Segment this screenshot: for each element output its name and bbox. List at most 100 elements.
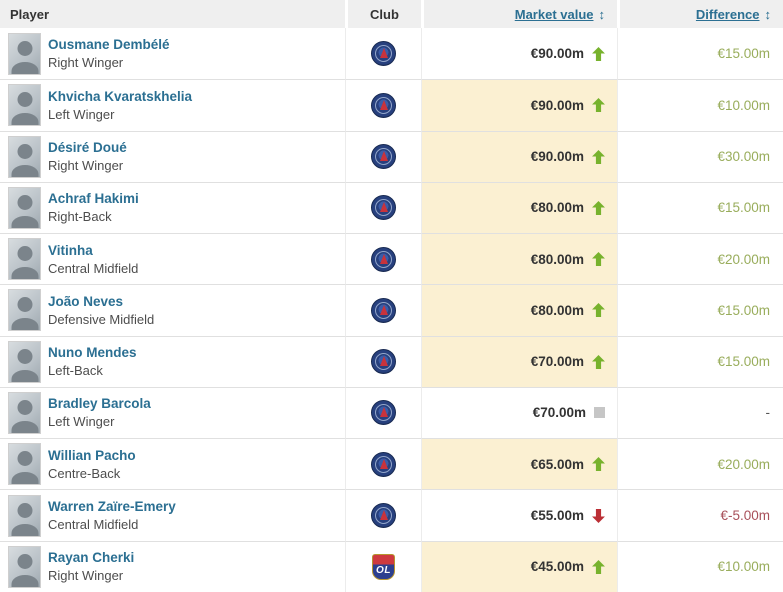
column-header-difference: Difference ↕ — [617, 0, 783, 28]
market-value-cell: €65.00m — [421, 438, 617, 490]
psg-club-badge-icon[interactable] — [371, 451, 396, 477]
player-photo[interactable] — [8, 238, 41, 281]
difference-value: €20.00m — [717, 251, 770, 267]
player-position: Right Winger — [48, 158, 124, 174]
table-row: João Neves Defensive Midfield €80.00m €15.0… — [0, 284, 783, 336]
player-name-link[interactable]: Achraf Hakimi — [48, 191, 139, 207]
market-value: €80.00m — [530, 302, 584, 318]
player-photo[interactable] — [8, 186, 41, 229]
club-cell — [345, 438, 421, 490]
player-name-link[interactable]: Warren Zaïre-Emery — [48, 499, 176, 515]
player-cell: Achraf Hakimi Right-Back — [0, 181, 345, 234]
trend-up-icon — [592, 559, 605, 574]
player-photo[interactable] — [8, 32, 41, 75]
difference-value: €-5.00m — [720, 508, 770, 524]
player-cell: Willian Pacho Centre-Back — [0, 438, 345, 490]
player-position: Central Midfield — [48, 517, 139, 533]
player-info: Khvicha Kvaratskhelia Left Winger — [48, 89, 192, 122]
player-position: Right Winger — [48, 55, 124, 71]
psg-club-badge-icon[interactable] — [371, 41, 396, 67]
market-value: €70.00m — [532, 405, 586, 421]
difference-value: €10.00m — [717, 559, 770, 575]
player-cell: Khvicha Kvaratskhelia Left Winger — [0, 79, 345, 131]
player-photo[interactable] — [8, 443, 41, 486]
difference-cell: €10.00m — [617, 540, 783, 592]
player-name-link[interactable]: Désiré Doué — [48, 140, 127, 156]
player-name-link[interactable]: Willian Pacho — [48, 447, 136, 463]
market-value: €80.00m — [530, 200, 584, 216]
psg-club-badge-icon[interactable] — [371, 400, 396, 426]
trend-up-icon — [592, 98, 605, 113]
difference-cell: €-5.00m — [617, 489, 783, 541]
player-position: Defensive Midfield — [48, 311, 155, 327]
table-row: Warren Zaïre-Emery Central Midfield €55.00… — [0, 489, 783, 541]
psg-club-badge-icon[interactable] — [371, 195, 396, 221]
difference-value: €15.00m — [717, 354, 770, 370]
club-cell: OL — [345, 540, 421, 592]
player-cell: João Neves Defensive Midfield — [0, 284, 345, 336]
sort-difference-link[interactable]: Difference — [695, 6, 760, 22]
player-position: Left Winger — [48, 106, 115, 122]
player-name-link[interactable]: Ousmane Dembélé — [48, 37, 170, 53]
player-photo[interactable] — [8, 135, 41, 178]
player-photo[interactable] — [8, 545, 41, 588]
psg-club-badge-icon[interactable] — [371, 246, 396, 272]
player-position: Central Midfield — [48, 260, 139, 276]
market-value-cell: €90.00m — [421, 130, 617, 182]
table-row: Vitinha Central Midfield €80.00m €20.00m — [0, 233, 783, 285]
player-position: Left-Back — [48, 363, 103, 379]
difference-cell: €15.00m — [617, 284, 783, 336]
player-photo[interactable] — [8, 391, 41, 434]
club-cell — [345, 335, 421, 387]
player-name-link[interactable]: Rayan Cherki — [48, 550, 135, 566]
player-photo[interactable] — [8, 340, 41, 383]
player-name-link[interactable]: João Neves — [48, 293, 124, 309]
player-cell: Rayan Cherki Right Winger — [0, 540, 345, 592]
player-info: Bradley Barcola Left Winger — [48, 396, 151, 429]
column-header-club: Club — [345, 0, 421, 28]
sort-market-value-link[interactable]: Market value — [514, 6, 594, 22]
player-photo[interactable] — [8, 289, 41, 332]
player-info: Warren Zaïre-Emery Central Midfield — [48, 499, 176, 532]
sort-updown-icon[interactable]: ↕ — [764, 6, 772, 22]
difference-cell: €15.00m — [617, 335, 783, 387]
player-name-link[interactable]: Khvicha Kvaratskhelia — [48, 88, 193, 104]
market-value: €70.00m — [530, 354, 584, 370]
market-value: €65.00m — [530, 456, 584, 472]
psg-club-badge-icon[interactable] — [371, 92, 396, 118]
player-info: Ousmane Dembélé Right Winger — [48, 37, 170, 70]
trend-up-icon — [592, 354, 605, 369]
sort-updown-icon[interactable]: ↕ — [598, 6, 606, 22]
difference-value: €10.00m — [717, 97, 770, 113]
ol-club-badge-icon[interactable]: OL — [372, 553, 395, 580]
market-value-cell: €80.00m — [421, 181, 617, 234]
player-name-link[interactable]: Nuno Mendes — [48, 345, 137, 361]
column-header-club-label: Club — [370, 6, 399, 22]
market-value: €90.00m — [530, 97, 584, 113]
club-cell — [345, 233, 421, 285]
player-position: Centre-Back — [48, 465, 121, 481]
club-cell — [345, 284, 421, 336]
player-name-link[interactable]: Vitinha — [48, 242, 93, 258]
table-body: Ousmane Dembélé Right Winger €90.00m €15.00… — [0, 28, 783, 592]
player-photo[interactable] — [8, 494, 41, 537]
table-row: Khvicha Kvaratskhelia Left Winger €90.00m €… — [0, 79, 783, 131]
difference-cell: - — [617, 386, 783, 439]
difference-cell: €30.00m — [617, 130, 783, 182]
difference-cell: €15.00m — [617, 181, 783, 234]
psg-club-badge-icon[interactable] — [371, 503, 396, 529]
trend-up-icon — [592, 46, 605, 61]
player-info: João Neves Defensive Midfield — [48, 294, 154, 327]
market-value-cell: €90.00m — [421, 28, 617, 80]
player-photo[interactable] — [8, 84, 41, 127]
psg-club-badge-icon[interactable] — [371, 349, 396, 375]
psg-club-badge-icon[interactable] — [371, 297, 396, 323]
player-info: Achraf Hakimi Right-Back — [48, 191, 139, 224]
market-value-cell: €70.00m — [421, 335, 617, 387]
club-cell — [345, 489, 421, 541]
column-header-market-value: Market value ↕ — [421, 0, 617, 28]
ol-badge-text: OL — [376, 564, 391, 576]
player-name-link[interactable]: Bradley Barcola — [48, 396, 151, 412]
psg-club-badge-icon[interactable] — [371, 144, 396, 170]
club-cell — [345, 386, 421, 439]
